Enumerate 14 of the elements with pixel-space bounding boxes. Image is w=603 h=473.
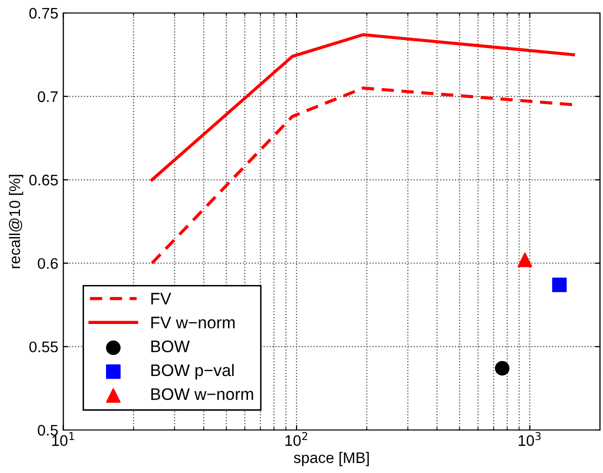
- legend-label: BOW p−val: [151, 364, 234, 380]
- y-tick-label: 0.6: [38, 258, 58, 269]
- x-tick-label: 10$^{3}$: [518, 432, 541, 446]
- x-tick-label: 10$^{2}$: [285, 432, 308, 446]
- y-tick-label: 0.65: [29, 174, 58, 186]
- legend-label: FV: [151, 292, 172, 304]
- y-axis-title: recall@10 [%]: [8, 174, 24, 268]
- y-tick-label: 0.7: [38, 91, 58, 102]
- y-tick-label: 0.55: [29, 341, 58, 352]
- y-tick-label: 0.75: [29, 8, 58, 19]
- legend-label: BOW: [151, 340, 190, 352]
- legend-label: FV w−norm: [151, 316, 235, 328]
- legend-label: BOW w−norm: [151, 388, 254, 400]
- x-axis-title: space [MB]: [294, 452, 369, 466]
